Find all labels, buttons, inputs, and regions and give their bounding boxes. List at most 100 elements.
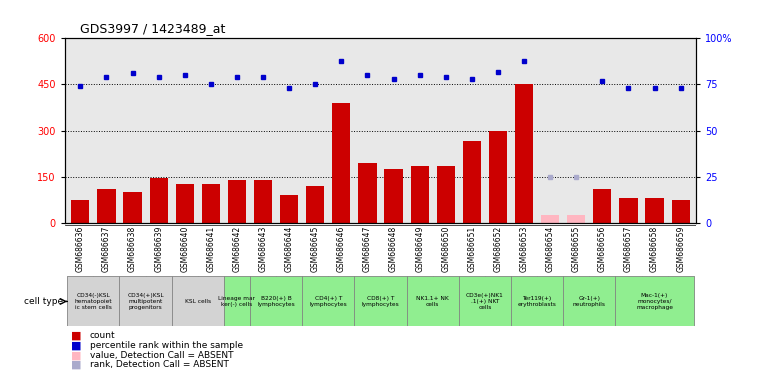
Bar <box>119 276 172 326</box>
Bar <box>671 200 689 223</box>
Bar <box>67 276 119 326</box>
Bar <box>250 276 276 326</box>
Text: B220(+) B
lymphocytes: B220(+) B lymphocytes <box>257 296 295 307</box>
Text: GSM686658: GSM686658 <box>650 226 659 272</box>
Bar <box>119 276 145 326</box>
Bar <box>594 189 612 223</box>
Bar <box>563 276 616 326</box>
Text: CD34(+)KSL
multipotent
progenitors: CD34(+)KSL multipotent progenitors <box>127 293 164 310</box>
Bar <box>97 189 116 223</box>
Text: GSM686648: GSM686648 <box>389 226 398 272</box>
Bar <box>172 276 198 326</box>
Text: Lineage mar
ker(-) cells: Lineage mar ker(-) cells <box>218 296 256 307</box>
Text: percentile rank within the sample: percentile rank within the sample <box>90 341 243 350</box>
Text: GSM686650: GSM686650 <box>441 226 451 272</box>
Text: ■: ■ <box>71 341 81 351</box>
Bar <box>563 276 589 326</box>
Text: Gr-1(+)
neutrophils: Gr-1(+) neutrophils <box>573 296 606 307</box>
Text: ■: ■ <box>71 331 81 341</box>
Text: GSM686647: GSM686647 <box>363 226 372 272</box>
Bar <box>276 276 302 326</box>
Bar <box>437 166 455 223</box>
Bar <box>511 276 537 326</box>
Text: GSM686641: GSM686641 <box>206 226 215 272</box>
Text: Ter119(+)
erythroblasts: Ter119(+) erythroblasts <box>517 296 556 307</box>
Text: CD8(+) T
lymphocytes: CD8(+) T lymphocytes <box>361 296 400 307</box>
Bar <box>72 200 90 223</box>
Bar <box>589 276 616 326</box>
Bar <box>537 276 563 326</box>
Text: GSM686657: GSM686657 <box>624 226 633 272</box>
Text: cell type: cell type <box>24 297 63 306</box>
Bar <box>642 276 667 326</box>
Bar <box>567 215 585 223</box>
Bar <box>302 276 355 326</box>
Bar <box>67 276 94 326</box>
Bar <box>254 180 272 223</box>
Bar <box>280 195 298 223</box>
Text: GSM686645: GSM686645 <box>310 226 320 272</box>
Text: GSM686653: GSM686653 <box>520 226 529 272</box>
Bar <box>541 215 559 223</box>
Bar <box>172 276 224 326</box>
Bar <box>511 276 563 326</box>
Text: GSM686637: GSM686637 <box>102 226 111 272</box>
Bar <box>224 276 250 326</box>
Text: GSM686655: GSM686655 <box>572 226 581 272</box>
Bar <box>433 276 459 326</box>
Text: KSL cells: KSL cells <box>185 299 211 304</box>
Bar <box>250 276 302 326</box>
Text: CD3e(+)NK1
.1(+) NKT
cells: CD3e(+)NK1 .1(+) NKT cells <box>466 293 504 310</box>
Bar <box>358 163 377 223</box>
Bar <box>485 276 511 326</box>
Bar <box>224 276 250 326</box>
Text: GDS3997 / 1423489_at: GDS3997 / 1423489_at <box>80 22 225 35</box>
Text: CD34(-)KSL
hematopoiet
ic stem cells: CD34(-)KSL hematopoiet ic stem cells <box>75 293 112 310</box>
Bar <box>489 131 507 223</box>
Text: GSM686639: GSM686639 <box>154 226 163 272</box>
Bar <box>306 186 324 223</box>
Text: CD4(+) T
lymphocytes: CD4(+) T lymphocytes <box>310 296 347 307</box>
Text: GSM686654: GSM686654 <box>546 226 555 272</box>
Bar <box>406 276 459 326</box>
Text: GSM686644: GSM686644 <box>285 226 294 272</box>
Bar <box>667 276 694 326</box>
Text: GSM686652: GSM686652 <box>493 226 502 272</box>
Bar <box>384 169 403 223</box>
Bar <box>355 276 406 326</box>
Bar <box>176 184 194 223</box>
Bar <box>459 276 485 326</box>
Text: GSM686636: GSM686636 <box>76 226 84 272</box>
Bar <box>463 141 481 223</box>
Bar <box>302 276 328 326</box>
Text: Mac-1(+)
monocytes/
macrophage: Mac-1(+) monocytes/ macrophage <box>636 293 673 310</box>
Text: GSM686643: GSM686643 <box>259 226 268 272</box>
Text: NK1.1+ NK
cells: NK1.1+ NK cells <box>416 296 449 307</box>
Bar <box>619 198 638 223</box>
Text: GSM686640: GSM686640 <box>180 226 189 272</box>
Text: GSM686642: GSM686642 <box>232 226 241 272</box>
Bar <box>645 198 664 223</box>
Bar <box>406 276 433 326</box>
Text: GSM686649: GSM686649 <box>416 226 424 272</box>
Bar <box>355 276 380 326</box>
Text: GSM686659: GSM686659 <box>677 226 685 272</box>
Bar <box>515 84 533 223</box>
Bar <box>145 276 172 326</box>
Bar <box>202 184 220 223</box>
Bar <box>198 276 224 326</box>
Text: ■: ■ <box>71 350 81 360</box>
Bar <box>380 276 406 326</box>
Bar <box>333 103 351 223</box>
Text: GSM686651: GSM686651 <box>467 226 476 272</box>
Text: GSM686638: GSM686638 <box>128 226 137 272</box>
Text: value, Detection Call = ABSENT: value, Detection Call = ABSENT <box>90 351 234 360</box>
Bar <box>228 180 246 223</box>
Bar <box>328 276 355 326</box>
Bar <box>410 166 428 223</box>
Text: count: count <box>90 331 116 341</box>
Bar <box>459 276 511 326</box>
Bar <box>123 192 142 223</box>
Bar <box>616 276 694 326</box>
Text: GSM686646: GSM686646 <box>337 226 345 272</box>
